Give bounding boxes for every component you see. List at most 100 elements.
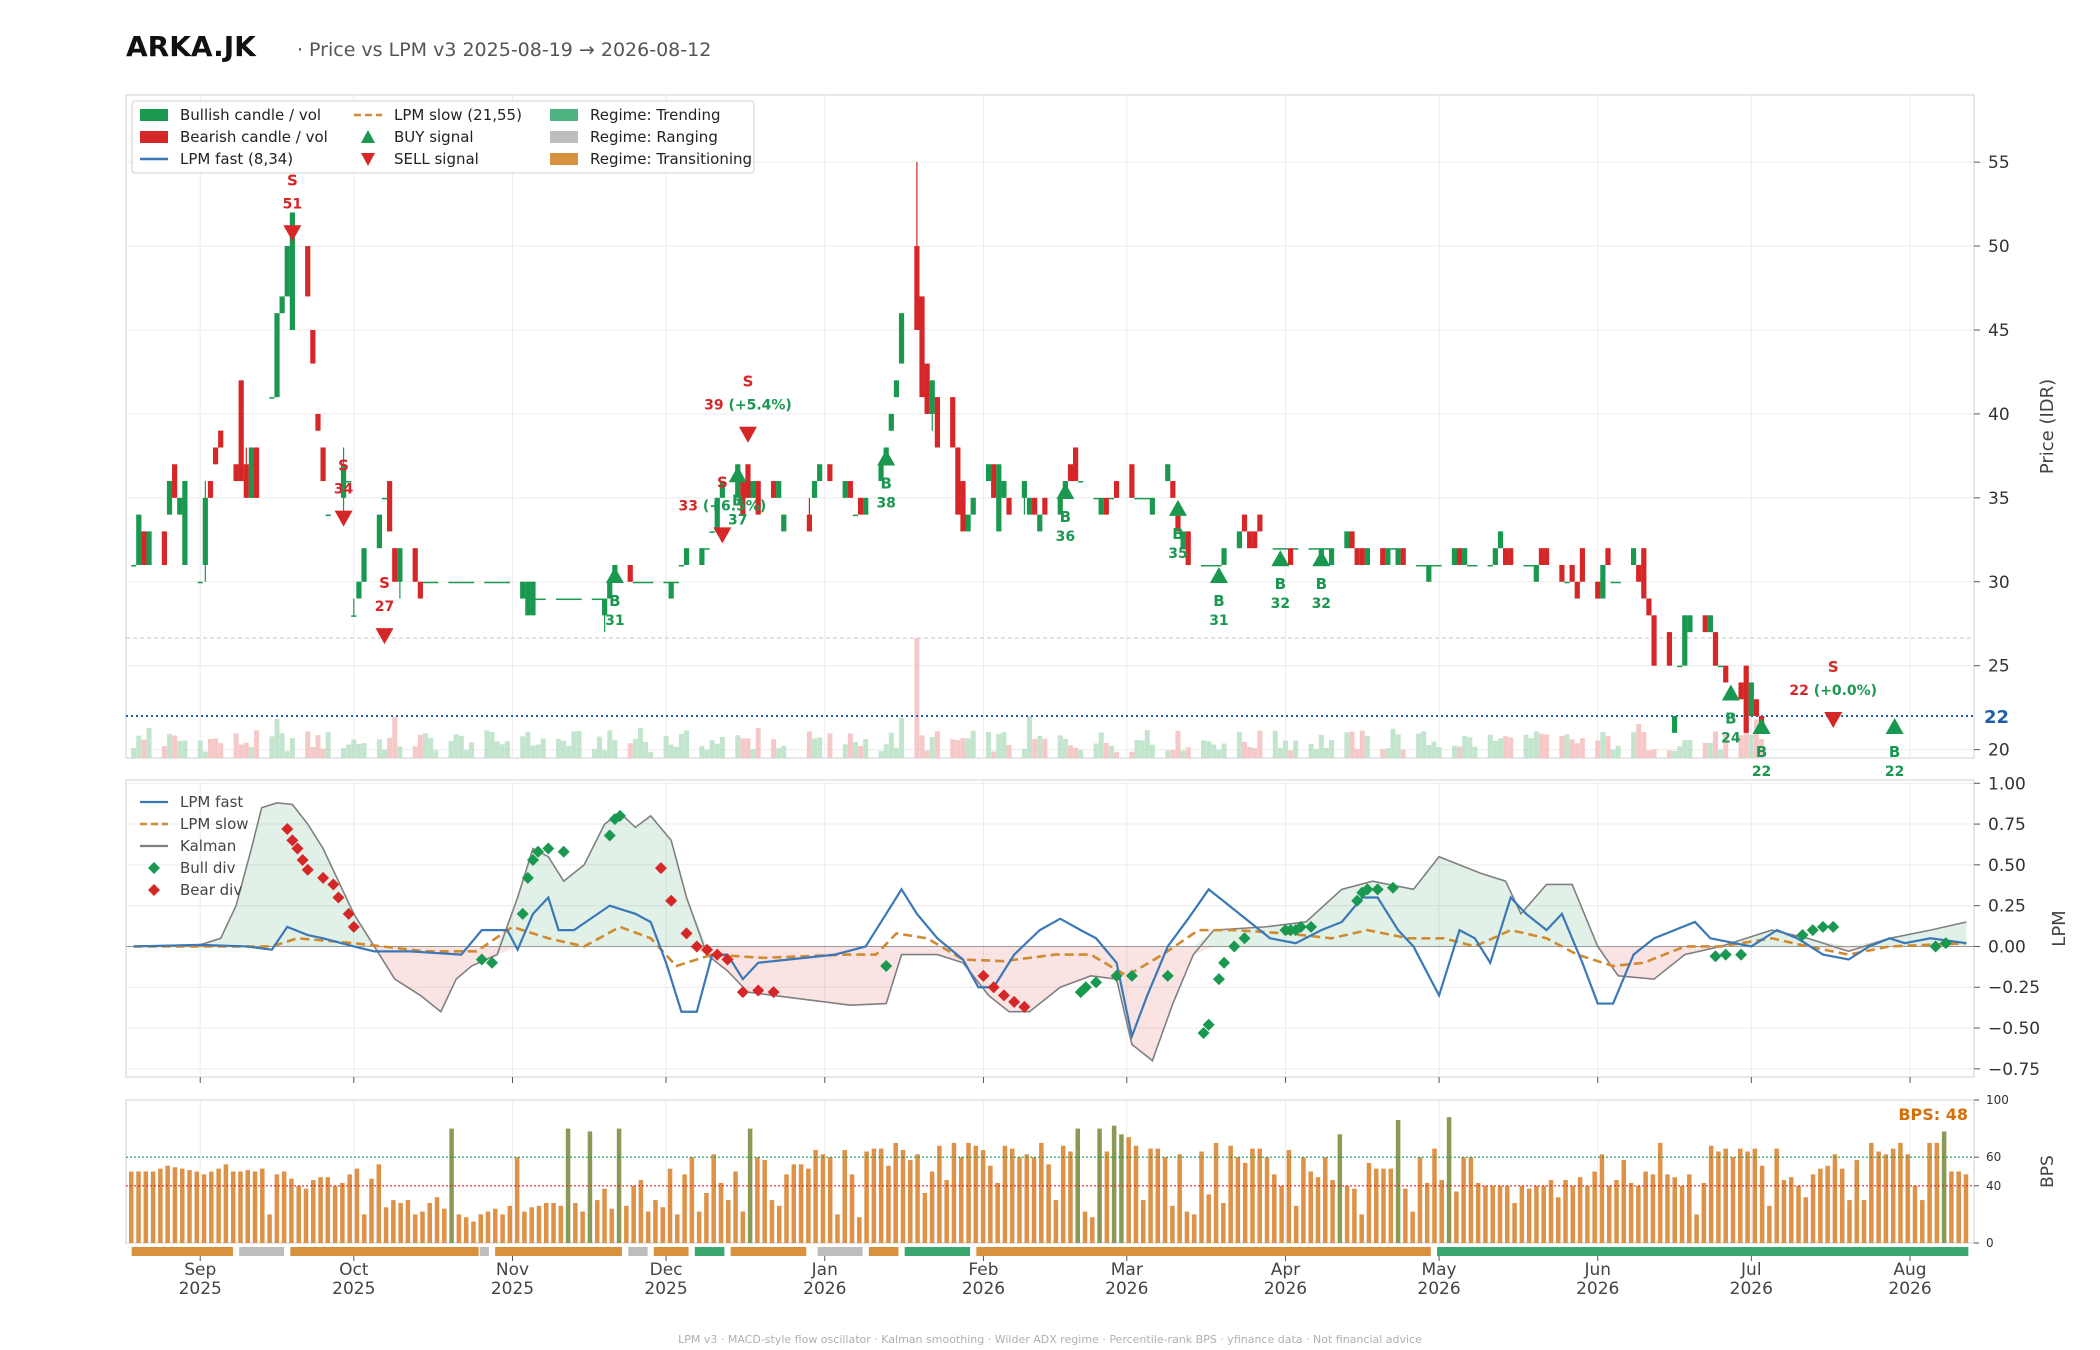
bear-div-marker [721, 953, 734, 966]
volume-bar [863, 739, 869, 758]
volume-bar [1380, 749, 1386, 758]
candle-body [1006, 497, 1012, 515]
buy-signal-price: 32 [1312, 596, 1331, 612]
bps-bar [1563, 1180, 1568, 1243]
candle-body [637, 581, 644, 584]
legend-swatch [361, 130, 375, 143]
volume-bar [412, 746, 418, 758]
bps-bar [1126, 1137, 1131, 1243]
bps-bar [1556, 1197, 1561, 1243]
volume-bar [161, 746, 167, 758]
lpm-slow-line [133, 925, 1967, 978]
volume-bar [699, 746, 705, 758]
candle-body [392, 548, 398, 582]
candle-body [745, 464, 751, 498]
volume-bar [561, 740, 567, 758]
bear-div-marker [690, 940, 703, 953]
candle-body [566, 598, 572, 601]
volume-bar [417, 734, 423, 758]
candle-body [233, 464, 239, 482]
bear-div-marker [332, 891, 345, 904]
volume-bar [934, 731, 940, 758]
lpm-axis-label: LPM [2049, 910, 2070, 946]
bps-bar [1832, 1154, 1838, 1243]
volume-bar [1544, 734, 1550, 758]
regime-band [131, 1247, 233, 1256]
volume-bar [1564, 734, 1570, 758]
bps-bar [1330, 1180, 1335, 1243]
volume-bar [1595, 740, 1601, 758]
candle-body [1037, 514, 1043, 532]
volume-bar [852, 741, 858, 758]
sell-signal-marker [713, 527, 732, 544]
bps-bar [1031, 1157, 1037, 1243]
candle-body [172, 464, 178, 498]
bps-bar [1184, 1211, 1190, 1243]
bps-bar [1483, 1185, 1488, 1243]
bps-bar [1119, 1134, 1124, 1243]
buy-signal-letter: B [1316, 575, 1327, 593]
volume-bar [1400, 749, 1406, 758]
volume-bar [489, 732, 495, 758]
volume-bar [893, 747, 899, 758]
candle-body [1221, 548, 1227, 565]
volume-bar [305, 731, 311, 758]
candle-body [238, 380, 244, 482]
volume-bar [704, 750, 710, 758]
bull-div-marker [1202, 1018, 1215, 1031]
volume-bar [1559, 736, 1565, 758]
bps-bar [1221, 1202, 1226, 1243]
price-ytick-label: 40 [1988, 405, 2010, 425]
buy-signal-price: 32 [1271, 596, 1290, 612]
volume-bar [1431, 741, 1437, 758]
bps-bar [1679, 1185, 1685, 1243]
volume-bar [1272, 730, 1278, 758]
volume-bar [1487, 734, 1493, 758]
bps-ytick-label: 60 [1986, 1150, 2001, 1164]
volume-bar [1216, 749, 1222, 758]
volume-bar [1293, 740, 1299, 758]
candle-body [924, 363, 930, 414]
bps-bar [1279, 1185, 1284, 1243]
bps-bar [332, 1185, 338, 1243]
bps-bar [900, 1150, 906, 1243]
candle-body [1748, 682, 1754, 717]
bps-bar [1002, 1145, 1008, 1243]
legend-label: Bull div [180, 859, 236, 877]
bps-bar [1810, 1174, 1816, 1243]
kalman-negative-fill [133, 946, 1967, 1061]
volume-bar [668, 744, 674, 758]
volume-bar [1359, 730, 1365, 758]
volume-bar [392, 716, 398, 758]
bull-div-marker [532, 845, 545, 858]
candle-body [632, 581, 638, 584]
sell-signal-marker [334, 510, 353, 527]
candle-body [1364, 548, 1370, 565]
candle-body [1651, 615, 1657, 666]
candle-body [1492, 548, 1498, 565]
bps-bar [602, 1188, 607, 1243]
bps-bar [704, 1192, 709, 1243]
bps-bar [609, 1208, 615, 1243]
legend-label: Regime: Ranging [590, 128, 718, 146]
bull-div-marker [1929, 940, 1942, 953]
volume-bar [965, 738, 971, 758]
volume-bar [806, 731, 812, 758]
sell-signal-letter: S [287, 171, 298, 189]
bps-bar [1788, 1177, 1794, 1243]
volume-bar [499, 744, 505, 758]
candle-body [955, 447, 961, 515]
volume-bar [448, 741, 454, 758]
candle-body [683, 548, 690, 565]
volume-bar [1114, 751, 1120, 758]
volume-bar [484, 730, 490, 758]
candle-body [197, 581, 203, 584]
volume-bar [1636, 724, 1642, 758]
candle-body [1144, 497, 1150, 500]
bear-div-marker [327, 878, 340, 891]
candle-body [740, 481, 746, 515]
volume-bar [387, 737, 393, 758]
volume-bar [1349, 731, 1355, 758]
bps-bar [696, 1211, 702, 1243]
volume-bar [1707, 742, 1713, 758]
